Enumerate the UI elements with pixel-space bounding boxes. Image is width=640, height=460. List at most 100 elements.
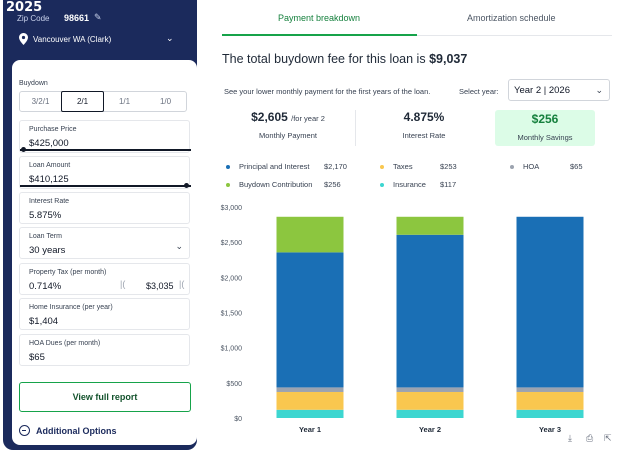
additional-options-toggle[interactable]: Additional Options xyxy=(19,425,117,436)
legend-label: Buydown Contribution xyxy=(239,180,313,189)
purchase-price-value[interactable]: $425,000 xyxy=(29,138,69,149)
select-year-label: Select year: xyxy=(459,87,499,96)
loan-amount-slider-handle[interactable] xyxy=(183,183,189,188)
legend-amount: $253 xyxy=(440,162,457,171)
bar-segment xyxy=(276,409,344,418)
location-pin-icon xyxy=(19,33,28,45)
form-card: Buydown 3/2/1 2/1 1/1 1/0 Purchase Price… xyxy=(12,60,197,445)
home-insurance-field[interactable]: Home Insurance (per year) $1,404 xyxy=(19,298,190,330)
year-badge: 2025 xyxy=(6,0,43,15)
buydown-option[interactable]: 3/2/1 xyxy=(31,97,50,106)
y-tick-label: $1,000 xyxy=(221,346,243,353)
headline: The total buydown fee for this loan is $… xyxy=(222,52,467,66)
y-tick-label: $2,500 xyxy=(221,240,243,247)
monthly-savings-stat: $256 Monthly Savings xyxy=(495,110,595,146)
buydown-option-selected[interactable]: 2/1 xyxy=(61,91,104,112)
bar-segment xyxy=(396,216,464,235)
legend-dot xyxy=(226,164,230,169)
property-tax-label: Property Tax (per month) xyxy=(29,269,107,276)
view-report-button[interactable]: View full report xyxy=(19,382,191,412)
legend-item-hoa: HOA $65 xyxy=(510,162,583,171)
zip-label: Zip Code xyxy=(17,14,50,23)
print-icon[interactable]: ⎙ xyxy=(586,433,594,443)
buydown-selector: 3/2/1 2/1 1/1 1/0 xyxy=(19,91,187,112)
home-insurance-label: Home Insurance (per year) xyxy=(29,304,113,311)
legend-label: Principal and Interest xyxy=(239,162,310,171)
loan-amount-value[interactable]: $410,125 xyxy=(29,174,69,185)
chevron-down-icon[interactable]: ⌄ xyxy=(166,33,174,43)
additional-options-label: Additional Options xyxy=(36,425,117,436)
hoa-field[interactable]: HOA Dues (per month) $65 xyxy=(19,334,190,366)
interest-rate-value[interactable]: 5.875% xyxy=(29,210,62,221)
tab-bar: Payment breakdown Amortization schedule xyxy=(222,0,612,36)
property-tax-field[interactable]: Property Tax (per month) 0.714% |( $3,03… xyxy=(19,263,190,295)
legend-item-insurance: Insurance $117 xyxy=(380,180,456,189)
bar-segment xyxy=(396,387,464,392)
payment-bar-chart: $0 $500 $1,000 $1,500 $2,000 $2,500 $3,000 Year… xyxy=(221,205,584,434)
interest-rate-stat-value: 4.875% xyxy=(403,110,445,124)
legend-amount: $2,170 xyxy=(324,162,347,171)
headline-prefix: The total buydown fee for this loan is xyxy=(222,52,430,66)
x-tick-label: Year 3 xyxy=(539,425,561,434)
active-tab-indicator xyxy=(222,34,417,36)
monthly-payment-suffix: /for year 2 xyxy=(291,114,325,123)
loan-amount-slider[interactable] xyxy=(20,185,191,187)
loan-amount-field[interactable]: Loan Amount $410,125 xyxy=(19,156,191,189)
chevron-down-icon[interactable]: ⌄ xyxy=(175,241,183,251)
year-select[interactable]: Year 2 | 2026 ⌄ xyxy=(508,79,610,101)
hoa-value[interactable]: $65 xyxy=(29,352,45,363)
bar-segment xyxy=(516,409,584,418)
interest-rate-stat-label: Interest Rate xyxy=(402,131,446,140)
zip-value[interactable]: 98661 xyxy=(64,13,90,23)
purchase-price-field[interactable]: Purchase Price $425,000 xyxy=(19,120,191,153)
tab-amortization-schedule[interactable]: Amortization schedule xyxy=(467,13,556,23)
divider xyxy=(355,110,356,146)
legend-dot xyxy=(380,164,384,169)
split-icon: |( xyxy=(120,279,126,289)
purchase-price-slider[interactable] xyxy=(20,149,191,151)
hoa-label: HOA Dues (per month) xyxy=(29,340,101,347)
tab-payment-breakdown[interactable]: Payment breakdown xyxy=(278,13,361,23)
y-tick-label: $500 xyxy=(226,381,242,388)
y-tick-label: $1,500 xyxy=(221,311,243,318)
x-tick-label: Year 2 xyxy=(419,425,441,434)
legend-item-buydown: Buydown Contribution $256 xyxy=(226,180,341,189)
y-tick-label: $0 xyxy=(234,416,242,423)
bar-segment xyxy=(276,387,344,392)
loan-term-field[interactable]: Loan Term 30 years ⌄ xyxy=(19,227,190,259)
monthly-payment-label: Monthly Payment xyxy=(259,131,317,140)
legend-label: Taxes xyxy=(393,162,413,171)
legend-dot xyxy=(510,164,514,169)
location-select[interactable]: Vancouver WA (Clark) xyxy=(33,35,112,44)
legend-amount: $117 xyxy=(440,180,457,189)
legend-amount: $256 xyxy=(324,180,341,189)
home-insurance-value[interactable]: $1,404 xyxy=(29,316,59,327)
loan-amount-label: Loan Amount xyxy=(29,162,71,169)
buydown-option[interactable]: 1/1 xyxy=(118,97,131,106)
purchase-price-slider-handle[interactable] xyxy=(21,147,27,152)
loan-term-label: Loan Term xyxy=(29,233,62,240)
bar-segment xyxy=(396,409,464,418)
bar-segment xyxy=(396,391,464,410)
buydown-option[interactable]: 1/0 xyxy=(159,97,172,106)
legend-dot xyxy=(226,182,230,187)
property-tax-amount[interactable]: $3,035 xyxy=(146,281,174,291)
y-tick-label: $3,000 xyxy=(221,205,243,212)
split-icon: |( xyxy=(179,279,185,289)
bar-segment xyxy=(396,234,464,388)
property-tax-pct[interactable]: 0.714% xyxy=(29,281,62,292)
monthly-savings-label: Monthly Savings xyxy=(517,133,573,142)
bar-segment xyxy=(276,391,344,410)
year-select-value: Year 2 | 2026 xyxy=(514,85,570,96)
calculator-panel: 2025 Zip Code 98661 ✎ Vancouver WA (Clar… xyxy=(3,0,197,450)
interest-rate-field[interactable]: Interest Rate 5.875% xyxy=(19,192,190,224)
description: See your lower monthly payment for the f… xyxy=(224,87,431,96)
x-tick-label: Year 1 xyxy=(299,425,321,434)
bar-segment xyxy=(276,216,344,253)
legend-amount: $65 xyxy=(570,162,583,171)
loan-term-value[interactable]: 30 years xyxy=(29,245,66,256)
share-icon[interactable]: ⇱ xyxy=(604,433,612,443)
pencil-icon[interactable]: ✎ xyxy=(94,12,102,22)
bar-segment xyxy=(516,391,584,410)
download-icon[interactable]: ⤓ xyxy=(568,433,572,443)
